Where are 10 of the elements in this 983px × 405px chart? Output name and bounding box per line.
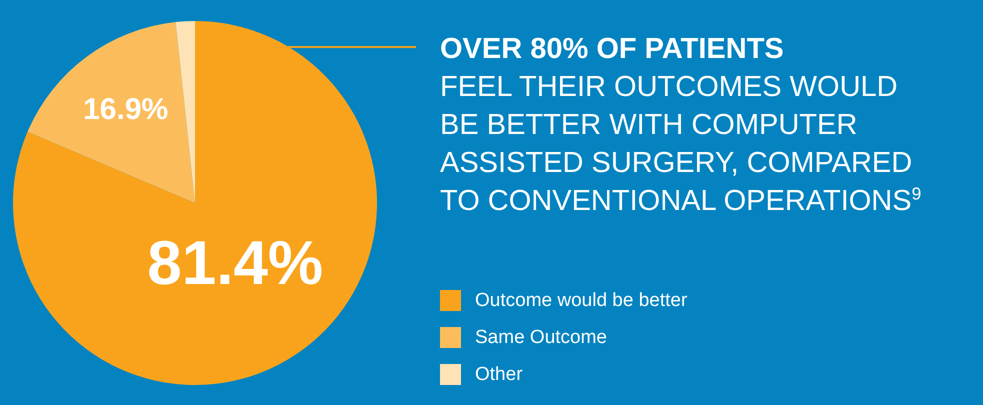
pie-slice bbox=[28, 22, 195, 203]
legend-label: Same Outcome bbox=[475, 326, 607, 348]
data-label: 81.4% bbox=[147, 229, 324, 298]
pie-slice bbox=[176, 21, 195, 203]
pie-slice bbox=[13, 21, 377, 385]
legend-label: Other bbox=[475, 364, 523, 386]
text: FEEL THEIR OUTCOMES WOULD BE BETTER WITH COMPUTER ASSISTED SURGERY, COMPARED TO CONVENTIONAL OPERATIONS$^{9}$ bbox=[440, 70, 922, 219]
legend-label: Outcome would be better bbox=[475, 290, 688, 312]
chart-title: OVER 80% OF PATIENTS bbox=[440, 32, 785, 67]
data-label: 16.9% bbox=[83, 92, 168, 126]
